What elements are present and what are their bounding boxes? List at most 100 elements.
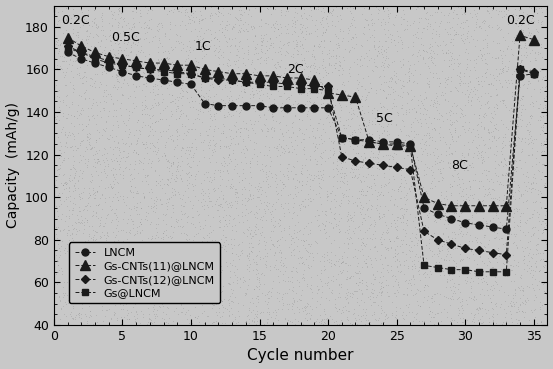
Point xyxy=(337,200,346,206)
Point xyxy=(330,217,339,223)
Point xyxy=(300,35,309,41)
Point xyxy=(342,165,351,171)
Point xyxy=(345,308,353,314)
Point xyxy=(366,206,375,212)
Point xyxy=(271,315,280,321)
Point xyxy=(530,40,539,46)
Point xyxy=(341,159,350,165)
Point xyxy=(65,56,74,62)
Point xyxy=(410,62,419,68)
Point xyxy=(239,50,248,56)
Point xyxy=(305,196,314,201)
Point xyxy=(120,70,129,76)
Point xyxy=(525,131,534,137)
Point xyxy=(493,102,502,108)
Point xyxy=(113,139,122,145)
Point xyxy=(460,266,469,272)
Point xyxy=(296,30,305,36)
Point xyxy=(74,29,82,35)
Point xyxy=(478,83,487,89)
Point xyxy=(72,29,81,35)
Point xyxy=(310,175,319,181)
Point xyxy=(234,58,243,63)
Point xyxy=(282,130,291,135)
Point xyxy=(248,195,257,201)
Point xyxy=(225,300,233,306)
Point xyxy=(480,111,489,117)
Point xyxy=(119,92,128,98)
Point xyxy=(149,204,158,210)
Point xyxy=(128,66,137,72)
Point xyxy=(379,64,388,70)
Point xyxy=(248,38,257,44)
Point xyxy=(110,311,119,317)
Point xyxy=(328,287,337,293)
Point xyxy=(113,214,122,220)
Point xyxy=(247,318,256,324)
Point xyxy=(267,101,275,107)
Point xyxy=(305,183,314,189)
Point xyxy=(298,162,307,168)
Point xyxy=(179,299,188,305)
Point xyxy=(529,307,538,313)
Point xyxy=(405,62,414,68)
Point xyxy=(233,126,242,132)
Point xyxy=(216,145,225,151)
Point xyxy=(74,191,83,197)
Point xyxy=(142,255,150,261)
Point xyxy=(194,100,203,106)
Point xyxy=(119,168,128,174)
Point xyxy=(50,182,59,187)
Point xyxy=(448,15,457,21)
Point xyxy=(176,259,185,265)
Point xyxy=(315,41,324,47)
Point xyxy=(177,230,186,236)
Point xyxy=(178,4,186,10)
Point xyxy=(293,304,301,310)
Point xyxy=(422,120,431,126)
Point xyxy=(319,30,327,35)
Point xyxy=(515,184,524,190)
Point xyxy=(345,275,353,281)
Point xyxy=(260,242,269,248)
Point xyxy=(93,23,102,29)
Point xyxy=(387,39,395,45)
Point xyxy=(146,285,155,291)
Point xyxy=(287,3,296,8)
Point xyxy=(324,110,333,116)
Point xyxy=(118,193,127,199)
Point xyxy=(134,117,143,123)
Point xyxy=(442,76,451,82)
Point xyxy=(242,160,251,166)
Point xyxy=(305,134,314,140)
Point xyxy=(370,34,379,40)
Point xyxy=(526,115,535,121)
Point xyxy=(265,183,274,189)
Point xyxy=(413,154,421,159)
Point xyxy=(268,241,277,247)
Point xyxy=(245,276,254,282)
Point xyxy=(320,138,328,144)
Point xyxy=(345,215,354,221)
Point xyxy=(297,75,306,81)
Point xyxy=(96,289,105,294)
Point xyxy=(378,116,387,122)
Point xyxy=(366,80,374,86)
Point xyxy=(445,49,454,55)
Point xyxy=(145,316,154,322)
Point xyxy=(427,254,436,259)
Point xyxy=(414,49,422,55)
Point xyxy=(279,137,288,143)
Point xyxy=(251,108,259,114)
Point xyxy=(475,178,484,184)
Point xyxy=(71,226,80,232)
Point xyxy=(132,261,141,267)
Point xyxy=(405,66,414,72)
Point xyxy=(503,256,512,262)
Point xyxy=(464,216,473,222)
Point xyxy=(186,74,195,80)
Point xyxy=(465,162,474,168)
Point xyxy=(234,256,243,262)
Point xyxy=(488,253,497,259)
Point xyxy=(457,305,466,311)
